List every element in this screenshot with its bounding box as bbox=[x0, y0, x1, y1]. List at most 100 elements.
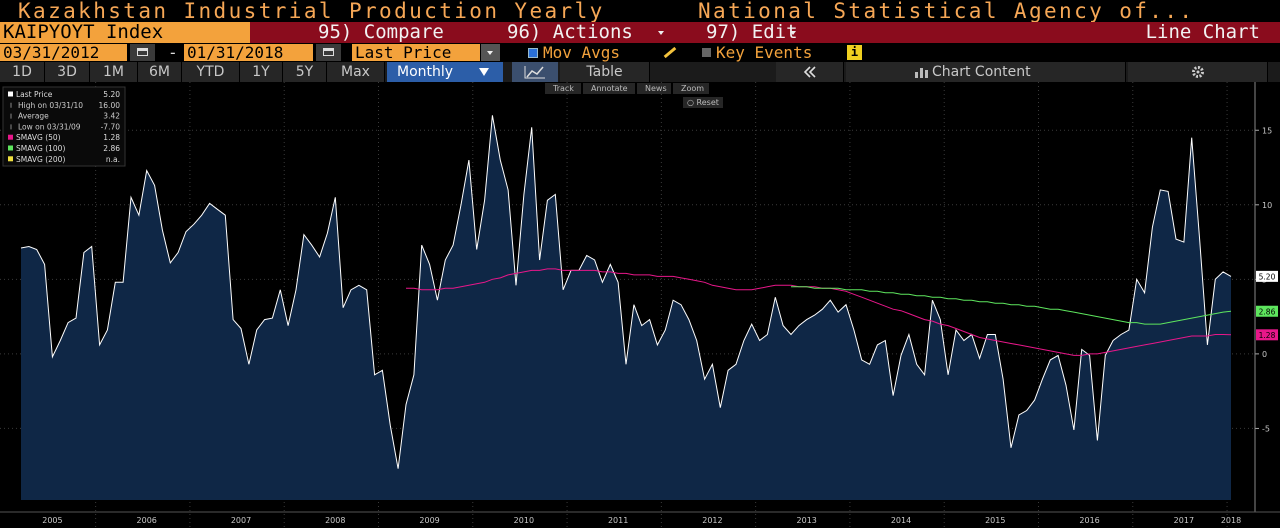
frequency: Monthly bbox=[397, 64, 454, 80]
field-select[interactable]: Last Price bbox=[352, 44, 480, 61]
legend-stat-value: -7.70 bbox=[101, 122, 121, 131]
icon bbox=[803, 66, 816, 78]
icon bbox=[1192, 66, 1204, 78]
edit-menu[interactable]: 97) Edit bbox=[706, 21, 798, 43]
legend-value: 5.20 bbox=[103, 90, 120, 99]
title: Kazakhstan Industrial Production Yearly bbox=[18, 0, 605, 23]
tool-button[interactable]: Track bbox=[545, 83, 581, 94]
legend-label: SMAVG (100) bbox=[16, 144, 65, 153]
value-flag bbox=[1256, 270, 1278, 282]
tool-button[interactable]: News bbox=[637, 83, 671, 94]
y-tick-label: 0 bbox=[1262, 350, 1267, 359]
legend-swatch bbox=[8, 156, 13, 162]
line bbox=[791, 286, 1232, 325]
date-dash: - bbox=[168, 43, 178, 62]
chart: -505101520052006200720082009201020112012… bbox=[0, 82, 1280, 528]
value-flag bbox=[1256, 329, 1278, 341]
x-tick-label: 2009 bbox=[419, 516, 439, 525]
legend-stat-label: Average bbox=[18, 112, 49, 121]
ticker[interactable]: KAIPYOYT Index bbox=[0, 22, 250, 43]
key-events[interactable]: Key Events bbox=[716, 43, 813, 62]
actions-menu[interactable]: 96) Actions bbox=[507, 21, 633, 43]
x-tick-label: 2012 bbox=[702, 516, 722, 525]
legend-stat-value: 3.42 bbox=[103, 112, 120, 121]
calendar-button[interactable] bbox=[130, 44, 155, 61]
range-button[interactable]: 6M bbox=[138, 62, 182, 82]
line bbox=[406, 268, 1232, 356]
info-icon[interactable]: i bbox=[847, 45, 862, 60]
x-tick-label: 2015 bbox=[985, 516, 1005, 525]
x-tick-label: 2011 bbox=[608, 516, 628, 525]
range-button[interactable]: 5Y bbox=[283, 62, 327, 82]
x-tick-label: 2006 bbox=[137, 516, 157, 525]
range-button[interactable]: 3D bbox=[45, 62, 90, 82]
icon bbox=[524, 66, 545, 79]
icon bbox=[915, 68, 928, 78]
value-flag-label: 2.86 bbox=[1259, 307, 1276, 316]
x-tick-label: 2007 bbox=[231, 516, 251, 525]
chart-type: Line Chart bbox=[1145, 21, 1260, 43]
legend-stat-label: Low on 03/31/09 bbox=[18, 122, 81, 131]
legend-stat-label: High on 03/31/10 bbox=[18, 101, 83, 110]
calendar-button[interactable] bbox=[316, 44, 341, 61]
x-tick-label: 2008 bbox=[325, 516, 345, 525]
compare-menu[interactable]: 95) Compare bbox=[318, 21, 444, 43]
end-date[interactable]: 01/31/2018 bbox=[184, 44, 313, 61]
title-bar: Kazakhstan Industrial Production Yearly … bbox=[0, 0, 1280, 22]
y-tick-label: 10 bbox=[1262, 201, 1272, 210]
x-tick-label: 2018 bbox=[1221, 516, 1241, 525]
legend-value: 1.28 bbox=[103, 133, 120, 142]
x-tick-label: 2013 bbox=[797, 516, 817, 525]
reset-button[interactable]: ○ Reset bbox=[683, 97, 723, 108]
table-button[interactable]: Table bbox=[560, 62, 650, 82]
legend-value: 2.86 bbox=[103, 144, 120, 153]
legend-label: SMAVG (200) bbox=[16, 155, 65, 164]
line bbox=[20, 115, 1232, 469]
tool-button[interactable]: Zoom bbox=[673, 83, 709, 94]
dropdown[interactable] bbox=[481, 44, 500, 61]
pencil-icon[interactable] bbox=[663, 46, 677, 59]
frequency-select[interactable]: Monthly bbox=[387, 62, 503, 82]
y-tick-label: 15 bbox=[1262, 126, 1272, 135]
legend-value: n.a. bbox=[106, 155, 120, 164]
start-date[interactable]: 03/31/2012 bbox=[0, 44, 127, 61]
legend-swatch bbox=[8, 145, 13, 151]
source: National Statistical Agency of... bbox=[698, 0, 1195, 23]
legend-swatch bbox=[8, 91, 13, 97]
range-button[interactable]: Max bbox=[327, 62, 385, 82]
collapse-button[interactable] bbox=[776, 62, 844, 82]
x-tick-label: 2005 bbox=[42, 516, 62, 525]
checkbox[interactable] bbox=[702, 48, 711, 57]
settings-button[interactable] bbox=[1128, 62, 1268, 82]
reset: Reset bbox=[696, 98, 719, 107]
caret bbox=[790, 31, 796, 35]
value-flag bbox=[1256, 305, 1278, 317]
range-button[interactable]: 1D bbox=[0, 62, 45, 82]
line-chart-button[interactable] bbox=[512, 62, 558, 82]
legend-label: SMAVG (50) bbox=[16, 133, 61, 142]
x-tick-label: 2010 bbox=[514, 516, 534, 525]
checkbox[interactable] bbox=[528, 48, 538, 58]
chart-content: Chart Content bbox=[932, 64, 1031, 80]
range-bar: Monthly Table Chart Content 1D 3D 1M 6M YTD 1… bbox=[0, 62, 1280, 82]
area bbox=[21, 115, 1231, 501]
mov-avgs[interactable]: Mov Avgs bbox=[543, 43, 621, 62]
legend-stat-value: 16.00 bbox=[99, 101, 121, 110]
x-tick-label: 2016 bbox=[1079, 516, 1099, 525]
settings-bar: 03/31/2012 - 01/31/2018 Last Price Mov A… bbox=[0, 43, 1280, 62]
range-button[interactable]: YTD bbox=[182, 62, 240, 82]
value-flag-label: 1.28 bbox=[1259, 331, 1276, 340]
x-tick-label: 2017 bbox=[1174, 516, 1194, 525]
legend-label: Last Price bbox=[16, 90, 53, 99]
range-button[interactable]: 1M bbox=[90, 62, 138, 82]
caret bbox=[658, 31, 664, 35]
x-tick-label: 2014 bbox=[891, 516, 911, 525]
legend-box bbox=[2, 86, 126, 167]
legend-swatch bbox=[8, 134, 13, 140]
range-button[interactable]: 1Y bbox=[240, 62, 283, 82]
chart-content-button[interactable]: Chart Content bbox=[846, 62, 1126, 82]
y-tick-label: -5 bbox=[1262, 424, 1270, 433]
command-bar: KAIPYOYT Index 95) Compare 96) Actions 9… bbox=[0, 22, 1280, 43]
tool-button[interactable]: Annotate bbox=[583, 83, 635, 94]
